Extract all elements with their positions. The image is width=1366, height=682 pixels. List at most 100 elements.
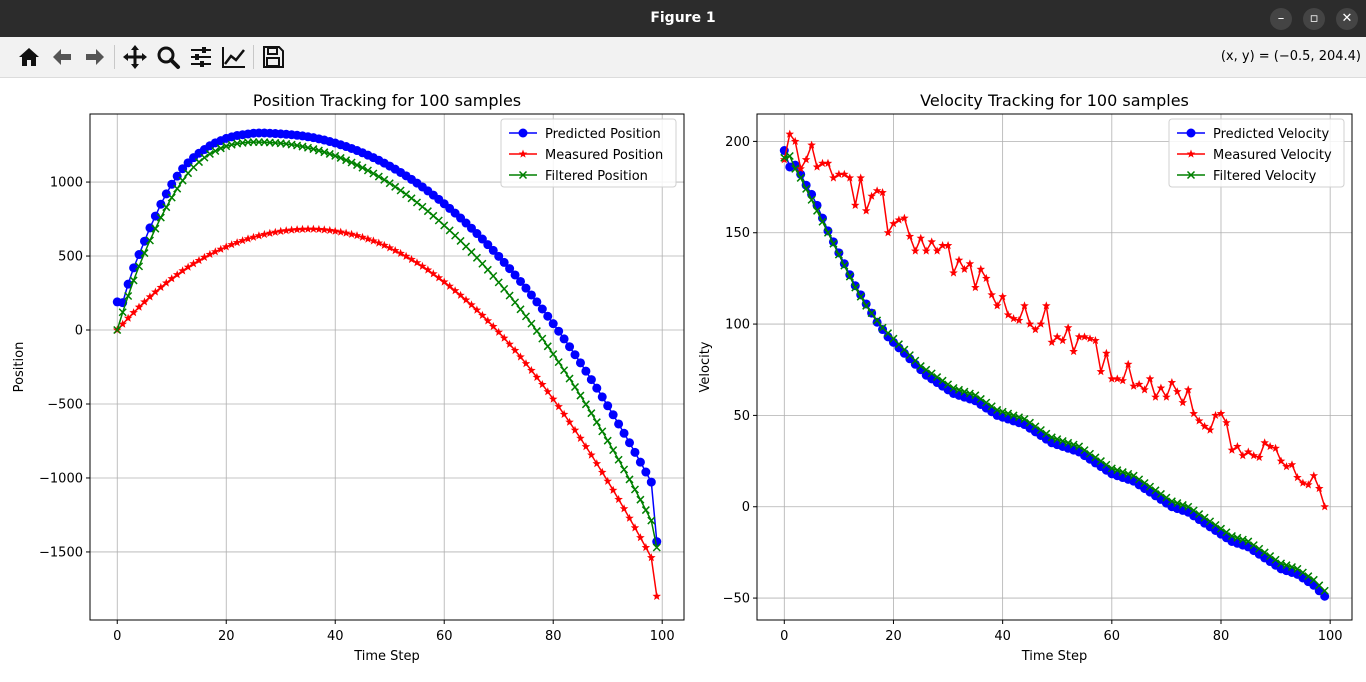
data-point — [1025, 418, 1034, 427]
data-point — [982, 398, 991, 407]
data-point — [1298, 568, 1307, 577]
data-point — [412, 258, 422, 267]
data-point — [472, 305, 482, 314]
data-point — [407, 194, 416, 203]
data-point — [1255, 544, 1264, 553]
data-point — [554, 326, 564, 336]
legend-label: Filtered Velocity — [1213, 169, 1317, 184]
data-point — [1096, 457, 1105, 466]
series-line-2 — [116, 228, 658, 597]
edit-axis-button[interactable] — [219, 42, 249, 72]
home-button[interactable] — [14, 42, 44, 72]
data-point — [527, 365, 536, 374]
data-point — [260, 229, 269, 239]
data-point — [1167, 378, 1177, 387]
data-point — [374, 238, 384, 247]
y-tick-label: −1500 — [39, 545, 83, 560]
back-arrow-icon — [53, 49, 71, 65]
data-point — [641, 506, 650, 515]
axes-frame — [756, 113, 1353, 621]
data-point — [559, 409, 569, 418]
data-point — [943, 241, 953, 250]
data-point — [439, 277, 449, 286]
data-point — [1265, 442, 1275, 451]
data-point — [635, 457, 645, 467]
data-point — [1156, 489, 1165, 498]
y-tick-label: −50 — [723, 592, 750, 607]
data-point — [982, 273, 991, 282]
data-point — [477, 234, 487, 244]
data-point — [856, 173, 865, 182]
data-point — [156, 213, 165, 222]
data-point — [993, 405, 1002, 414]
data-point — [1282, 561, 1291, 570]
save-button[interactable] — [258, 42, 288, 72]
data-point — [813, 206, 822, 215]
data-point — [205, 249, 215, 258]
data-point — [123, 313, 133, 322]
y-tick-label: 0 — [742, 500, 750, 515]
close-button[interactable]: ✕ — [1336, 8, 1358, 30]
minimize-button[interactable]: – — [1270, 8, 1292, 30]
data-point — [1102, 348, 1111, 357]
data-point — [916, 362, 925, 371]
data-point — [461, 295, 471, 304]
data-point — [505, 264, 515, 274]
maximize-button[interactable]: ▫ — [1303, 8, 1325, 30]
data-point — [1277, 559, 1286, 568]
data-point — [391, 182, 400, 191]
toolbar-separator — [253, 45, 254, 69]
figure-canvas[interactable]: 0 20 40 60 80 100 −1500 −1000 −500 0 500 1000 Positi… — [0, 78, 1366, 678]
legend-label: Predicted Position — [545, 127, 661, 142]
data-point — [818, 158, 827, 167]
data-point — [796, 173, 805, 182]
data-point — [1244, 447, 1253, 456]
data-point — [173, 184, 182, 193]
data-point — [1085, 334, 1095, 343]
pan-button[interactable] — [120, 42, 150, 72]
data-point — [812, 162, 822, 171]
data-point — [889, 219, 898, 228]
data-point — [342, 156, 351, 165]
data-point — [1135, 475, 1144, 484]
figure-svg[interactable]: 0 20 40 60 80 100−1500−1000−50005001000Positi… — [0, 78, 1366, 678]
data-point — [625, 475, 634, 484]
data-point — [325, 225, 335, 235]
data-point — [1156, 383, 1166, 392]
data-point — [834, 250, 843, 259]
data-point — [243, 234, 253, 243]
data-point — [1052, 332, 1062, 341]
data-point — [1200, 421, 1209, 430]
data-point — [1025, 319, 1035, 328]
data-point — [801, 155, 811, 164]
zoom-button[interactable] — [153, 42, 183, 72]
series-line-3 — [784, 155, 1326, 592]
forward-arrow-icon — [86, 49, 104, 65]
data-point — [647, 553, 656, 562]
forward-button[interactable] — [80, 42, 110, 72]
data-point — [1298, 478, 1308, 487]
data-point — [418, 261, 427, 270]
data-point — [598, 467, 607, 476]
data-point — [1194, 416, 1204, 425]
data-point — [396, 186, 405, 195]
data-point — [581, 400, 590, 409]
data-point — [172, 270, 182, 279]
pan-move-icon — [123, 45, 147, 69]
data-point — [608, 485, 618, 494]
series-markers-1 — [112, 128, 662, 547]
data-point — [965, 259, 975, 268]
data-point — [521, 359, 531, 368]
data-point — [194, 256, 204, 265]
legend-label: Measured Position — [545, 148, 663, 163]
configure-subplots-button[interactable] — [186, 42, 216, 72]
back-button[interactable] — [47, 42, 77, 72]
data-point — [516, 276, 526, 286]
data-point — [878, 325, 888, 335]
data-point — [829, 239, 838, 248]
data-point — [949, 268, 958, 277]
data-point — [1238, 451, 1248, 460]
data-point — [499, 257, 509, 267]
data-point — [780, 155, 789, 164]
data-point — [401, 251, 411, 260]
